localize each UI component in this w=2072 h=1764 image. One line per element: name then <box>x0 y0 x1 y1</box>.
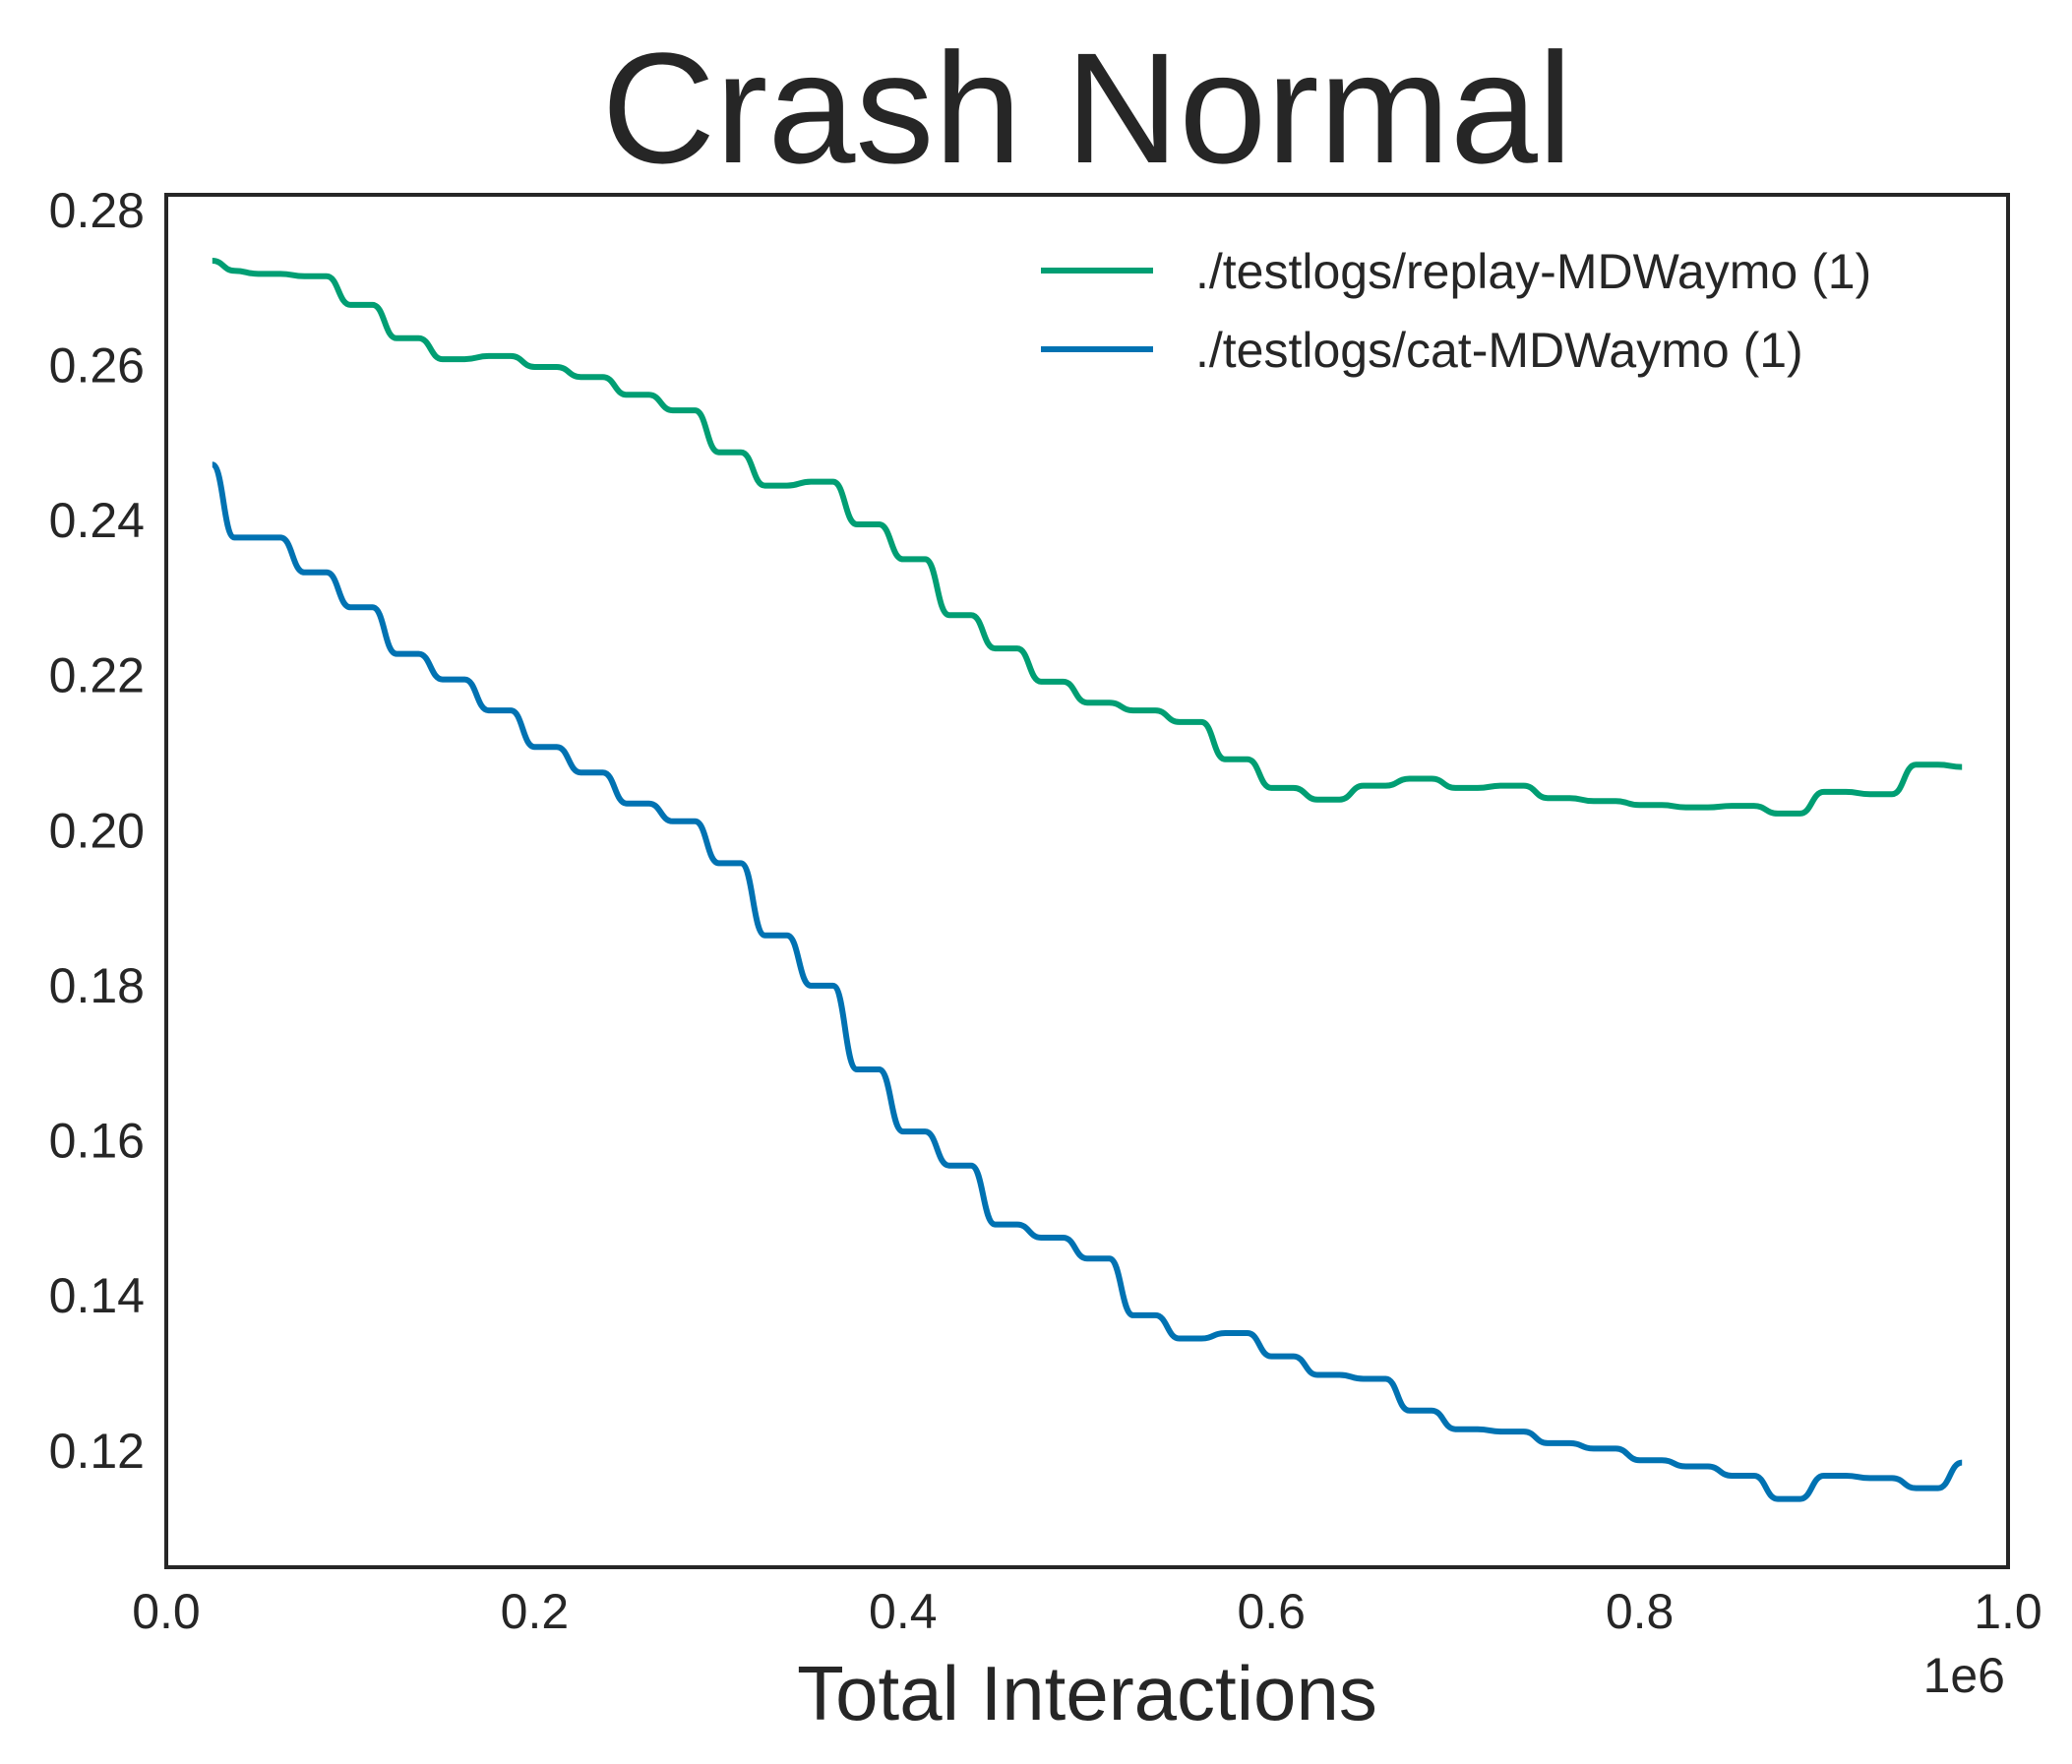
x-tick-label: 0.8 <box>1606 1584 1675 1639</box>
y-axis: 0.12 0.14 0.16 0.18 0.20 0.22 0.24 0.26 0.28 <box>49 183 145 1479</box>
x-tick-label: 0.4 <box>869 1584 938 1639</box>
x-tick-label: 1.0 <box>1974 1584 2042 1639</box>
y-tick-label: 0.24 <box>49 493 145 548</box>
y-tick-label: 0.16 <box>49 1114 145 1169</box>
x-axis: 0.0 0.2 0.4 0.6 0.8 1.0 <box>132 1584 2042 1639</box>
y-tick-label: 0.26 <box>49 337 145 393</box>
legend: ./testlogs/replay-MDWaymo (1) ./testlogs… <box>1041 244 1871 378</box>
plot-frame <box>164 193 2010 1569</box>
legend-label-replay: ./testlogs/replay-MDWaymo (1) <box>1195 244 1871 299</box>
x-tick-label: 0.0 <box>132 1584 201 1639</box>
y-tick-label: 0.18 <box>49 958 145 1013</box>
series-layer <box>211 258 1963 1502</box>
y-tick-label: 0.14 <box>49 1268 145 1323</box>
y-tick-label: 0.12 <box>49 1424 145 1479</box>
y-tick-label: 0.20 <box>49 803 145 858</box>
legend-label-cat: ./testlogs/cat-MDWaymo (1) <box>1195 323 1803 378</box>
x-tick-label: 0.6 <box>1237 1584 1306 1639</box>
x-tick-label: 0.2 <box>501 1584 570 1639</box>
chart-title: Crash Normal <box>602 20 1573 196</box>
y-tick-label: 0.22 <box>49 648 145 703</box>
series-line-replay <box>212 258 1963 817</box>
x-axis-label: Total Interactions <box>797 1650 1377 1736</box>
y-tick-label: 0.28 <box>49 183 145 238</box>
x-offset-label: 1e6 <box>1923 1648 2005 1703</box>
series-line-cat <box>211 461 1963 1502</box>
